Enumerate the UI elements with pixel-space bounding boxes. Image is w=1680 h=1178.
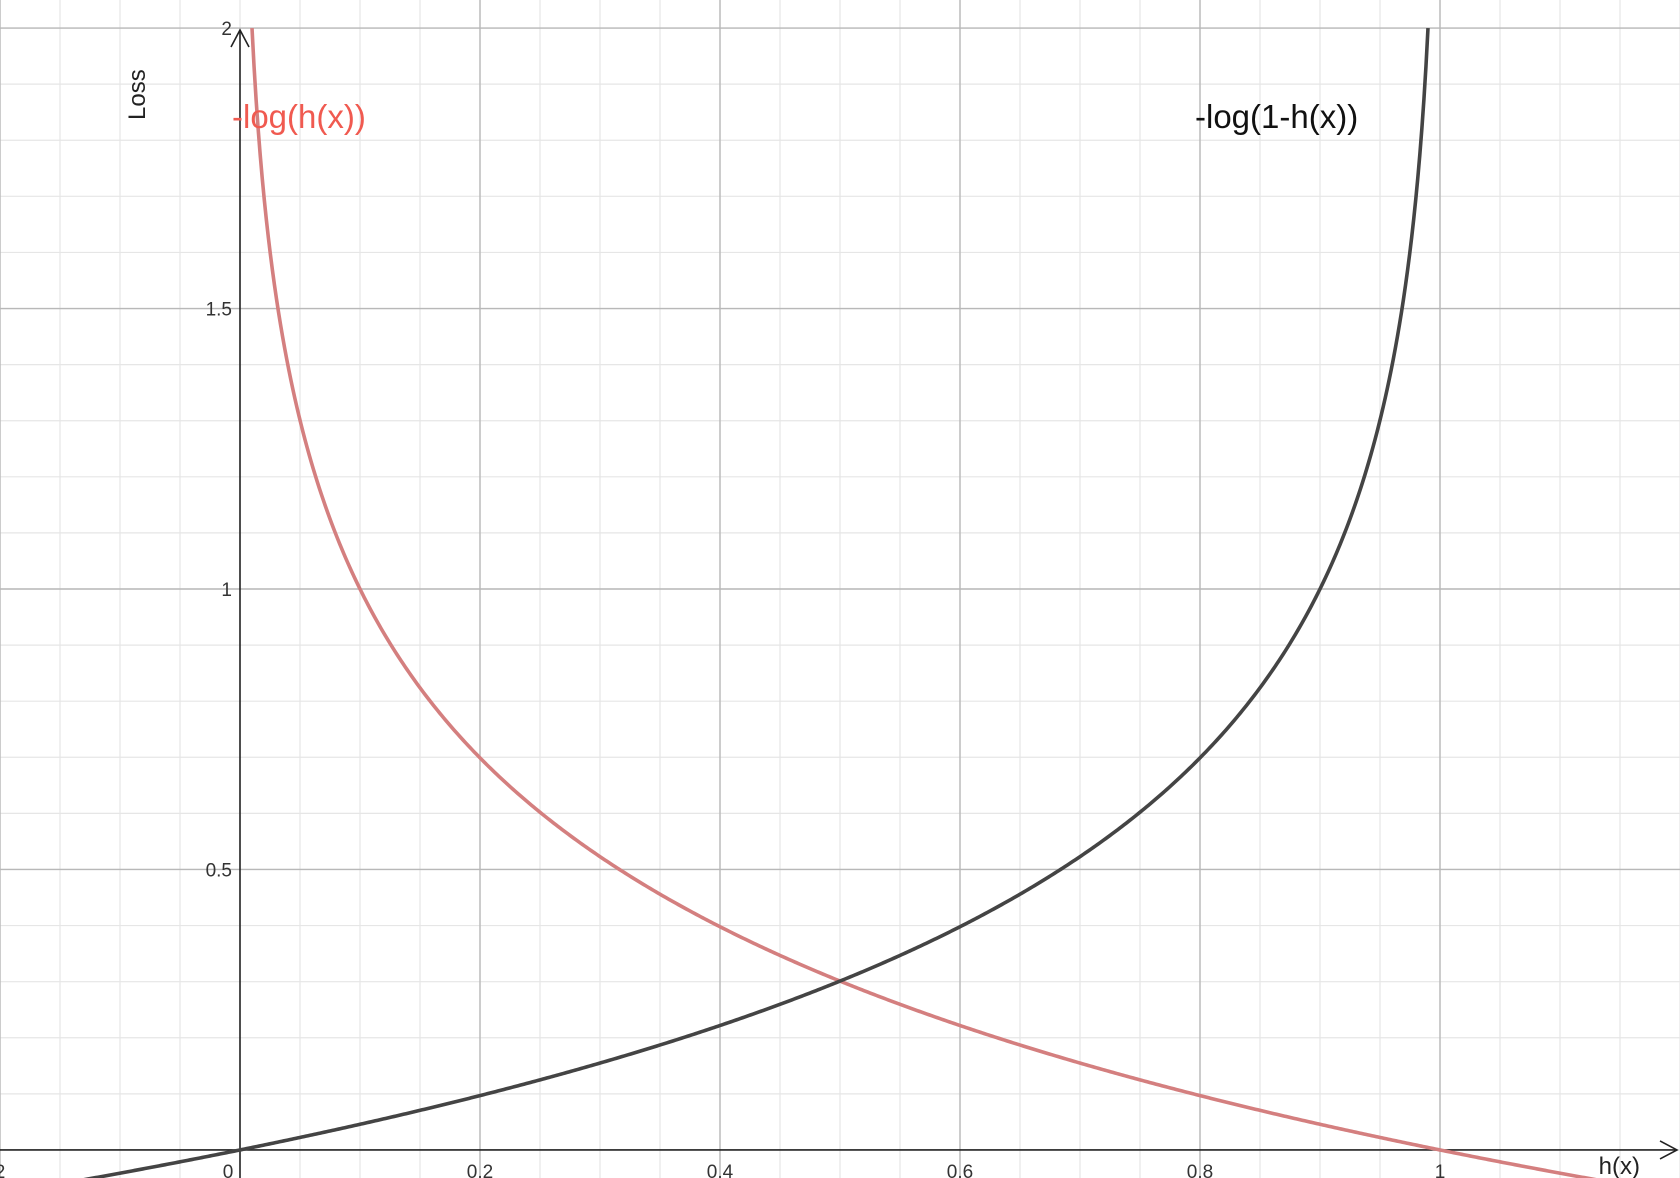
x-tick-label: 0.4 [707,1162,734,1178]
y-tick-label: 2 [221,19,232,40]
x-tick-label: 0.2 [467,1162,493,1178]
x-tick-label: 0 [223,1162,234,1178]
x-tick-label: 0.8 [1187,1162,1213,1178]
axes [0,28,1679,1178]
y-tick-label: 1 [221,580,232,601]
x-tick-label: 1 [1435,1162,1446,1178]
y-tick-label: 0.5 [206,860,232,881]
y-tick-label: 1.5 [206,300,232,321]
x-tick-label: 2 [0,1162,5,1178]
series-label-neg-log: -log(h(x)) [232,98,366,135]
y-axis-label: Loss [124,69,151,120]
tick-labels: 2 0 0.2 0.4 0.6 0.8 1 0.5 1 1.5 2 [0,19,1445,1178]
x-axis-arrow [1659,1140,1679,1160]
series-line-neg-log-one-minus [83,27,1430,1178]
x-tick-label: 0.6 [947,1162,973,1178]
y-axis-arrow [230,28,250,48]
series-label-neg-log-one-minus: -log(1-h(x)) [1195,98,1358,135]
x-axis-label: h(x) [1599,1153,1640,1178]
series-lines [83,27,1597,1178]
series-line-neg-log [250,27,1597,1178]
